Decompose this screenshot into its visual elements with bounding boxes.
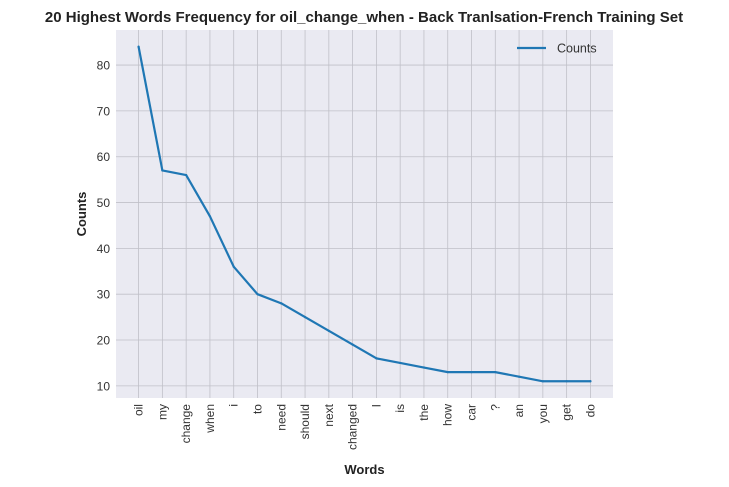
y-tick-label: 10 bbox=[97, 379, 111, 393]
data-point bbox=[494, 371, 497, 374]
y-tick-label: 40 bbox=[97, 242, 111, 256]
x-tick-label: the bbox=[417, 404, 431, 421]
grid-lines bbox=[116, 30, 613, 398]
data-point bbox=[256, 293, 259, 296]
data-point bbox=[589, 380, 592, 383]
data-point bbox=[161, 169, 164, 172]
legend-label-counts: Counts bbox=[557, 42, 597, 56]
x-tick-label: to bbox=[250, 404, 264, 414]
x-tick-label: changed bbox=[346, 404, 360, 450]
x-tick-label: ? bbox=[488, 404, 502, 411]
x-tick-label: I bbox=[369, 404, 383, 407]
x-tick-label: i bbox=[227, 404, 241, 407]
data-point bbox=[422, 366, 426, 369]
data-point bbox=[399, 361, 402, 365]
data-point bbox=[303, 316, 307, 319]
x-tick-label: my bbox=[155, 404, 169, 420]
data-point bbox=[351, 343, 354, 346]
x-tick-label: get bbox=[560, 403, 574, 420]
x-tick-label: next bbox=[322, 403, 336, 426]
chart-title: 20 Highest Words Frequency for oil_chang… bbox=[45, 9, 683, 26]
x-tick-label: when bbox=[203, 404, 217, 434]
data-point bbox=[208, 215, 212, 218]
data-point bbox=[327, 329, 330, 332]
y-tick-label: 50 bbox=[97, 196, 111, 210]
y-tick-label: 20 bbox=[97, 334, 111, 348]
data-point bbox=[565, 380, 568, 383]
y-tick-label: 80 bbox=[97, 59, 111, 73]
data-point bbox=[280, 302, 283, 305]
x-axis-label: Words bbox=[344, 462, 384, 477]
series-layer bbox=[137, 45, 592, 383]
x-axis-ticks: oil my change when i to need should next changed I… bbox=[132, 403, 598, 450]
x-tick-label: how bbox=[441, 404, 455, 426]
x-tick-label: an bbox=[512, 404, 526, 417]
x-tick-label: should bbox=[298, 404, 312, 439]
x-tick-label: is bbox=[393, 404, 407, 413]
x-tick-label: car bbox=[465, 404, 479, 421]
data-point bbox=[185, 173, 188, 177]
data-point bbox=[446, 371, 449, 374]
data-point bbox=[232, 265, 235, 268]
y-tick-label: 70 bbox=[97, 104, 111, 118]
x-tick-label: do bbox=[583, 404, 597, 418]
x-tick-label: need bbox=[274, 404, 288, 431]
x-tick-label: change bbox=[179, 404, 193, 444]
plot-area bbox=[116, 30, 613, 398]
y-tick-label: 30 bbox=[97, 288, 111, 302]
data-point bbox=[541, 380, 544, 383]
data-point bbox=[137, 45, 140, 48]
x-tick-label: you bbox=[536, 404, 550, 423]
legend: Counts bbox=[517, 42, 597, 56]
x-tick-label: oil bbox=[132, 404, 146, 416]
data-point bbox=[375, 357, 378, 360]
y-axis-label: Counts bbox=[74, 192, 89, 237]
y-axis-ticks: 10 20 30 40 50 60 70 80 bbox=[97, 59, 111, 394]
y-tick-label: 60 bbox=[97, 150, 111, 164]
series-line-counts bbox=[137, 45, 592, 383]
data-point bbox=[470, 371, 473, 374]
data-point bbox=[517, 375, 521, 378]
